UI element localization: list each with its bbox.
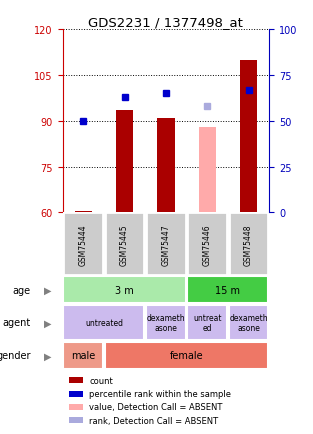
Bar	[146, 213, 186, 276]
Text: gender: gender	[0, 351, 31, 361]
Bar	[240, 61, 257, 213]
Bar	[116, 111, 133, 213]
Text: GSM75444: GSM75444	[79, 224, 88, 265]
Text: GSM75445: GSM75445	[120, 224, 129, 265]
Text: dexameth
asone: dexameth asone	[146, 313, 185, 332]
Bar	[105, 342, 268, 369]
Text: female: female	[170, 351, 203, 361]
Text: ▶: ▶	[44, 318, 52, 328]
Bar	[69, 417, 83, 423]
Title: GDS2231 / 1377498_at: GDS2231 / 1377498_at	[89, 16, 243, 29]
Bar	[69, 391, 83, 397]
Text: agent: agent	[2, 318, 31, 328]
Text: value, Detection Call = ABSENT: value, Detection Call = ABSENT	[90, 402, 223, 411]
Text: ▶: ▶	[44, 351, 52, 361]
Text: GSM75447: GSM75447	[162, 224, 170, 265]
Text: age: age	[13, 285, 31, 295]
Bar	[64, 213, 103, 276]
Bar	[64, 276, 186, 303]
Bar	[229, 213, 268, 276]
Bar	[187, 305, 227, 340]
Text: GSM75448: GSM75448	[244, 224, 253, 265]
Text: dexameth
asone: dexameth asone	[229, 313, 268, 332]
Text: 3 m: 3 m	[115, 285, 134, 295]
Bar	[229, 305, 268, 340]
Bar	[69, 404, 83, 410]
Bar	[105, 213, 144, 276]
Text: untreated: untreated	[85, 318, 123, 327]
Bar	[187, 213, 227, 276]
Bar	[146, 305, 186, 340]
Text: ▶: ▶	[44, 285, 52, 295]
Text: 15 m: 15 m	[215, 285, 240, 295]
Bar	[187, 276, 268, 303]
Bar	[157, 118, 175, 213]
Text: rank, Detection Call = ABSENT: rank, Detection Call = ABSENT	[90, 416, 218, 424]
Bar	[74, 211, 92, 213]
Bar	[64, 305, 144, 340]
Bar	[64, 342, 103, 369]
Text: male: male	[71, 351, 95, 361]
Text: percentile rank within the sample: percentile rank within the sample	[90, 389, 231, 398]
Text: count: count	[90, 376, 113, 385]
Text: untreat
ed: untreat ed	[193, 313, 222, 332]
Bar	[198, 128, 216, 213]
Text: GSM75446: GSM75446	[203, 224, 212, 265]
Bar	[69, 378, 83, 384]
